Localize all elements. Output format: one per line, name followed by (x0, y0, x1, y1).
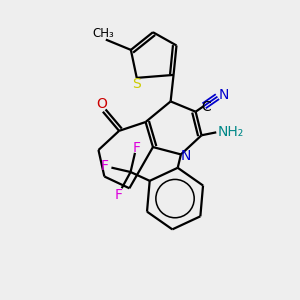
Text: N: N (180, 149, 190, 163)
Text: NH₂: NH₂ (218, 125, 244, 139)
Text: N: N (219, 88, 229, 102)
Text: F: F (115, 188, 123, 202)
Text: S: S (132, 77, 140, 91)
Text: O: O (96, 98, 107, 111)
Text: CH₃: CH₃ (93, 27, 114, 40)
Text: F: F (133, 141, 140, 154)
Text: C: C (201, 100, 211, 114)
Text: F: F (101, 159, 109, 173)
